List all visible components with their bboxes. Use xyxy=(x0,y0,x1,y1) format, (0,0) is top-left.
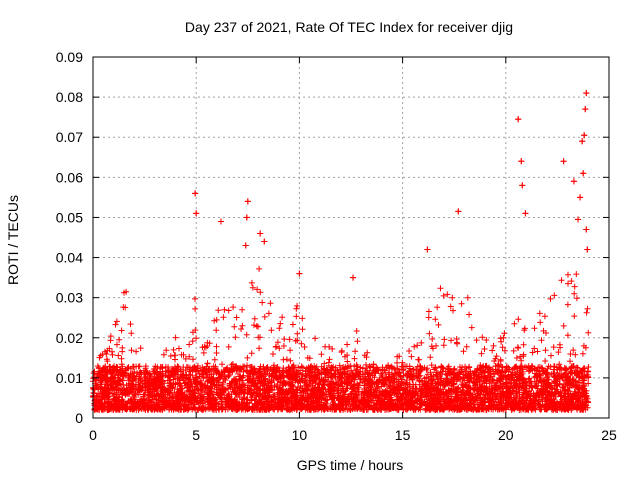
roti-outlier-point xyxy=(515,116,522,123)
x-tick-label: 10 xyxy=(292,427,308,443)
y-tick-label: 0.03 xyxy=(56,290,83,306)
y-tick-label: 0 xyxy=(75,410,83,426)
y-tick-label: 0.08 xyxy=(56,89,83,105)
roti-outlier-point xyxy=(575,216,582,223)
y-axis-label: ROTI / TECUs xyxy=(5,195,21,285)
roti-outlier-point xyxy=(519,182,526,189)
x-tick-label: 25 xyxy=(601,427,617,443)
data-points xyxy=(90,90,592,413)
roti-outlier-point xyxy=(583,226,590,233)
x-axis-label: GPS time / hours xyxy=(297,457,404,473)
roti-outlier-point xyxy=(261,238,268,245)
roti-outlier-point xyxy=(455,208,462,215)
roti-outlier-point xyxy=(257,230,264,237)
roti-outlier-point xyxy=(560,158,567,165)
roti-outlier-point xyxy=(522,210,529,217)
roti-outlier-point xyxy=(581,132,588,139)
x-tick-label: 0 xyxy=(89,427,97,443)
y-tick-label: 0.04 xyxy=(56,250,83,266)
roti-outlier-point xyxy=(424,246,431,253)
y-axis-ticks: 0 0.01 0.02 0.03 0.04 0.05 0.06 0.07 0.08 0.09 xyxy=(56,49,609,426)
roti-outlier-point xyxy=(584,246,591,253)
y-tick-label: 0.05 xyxy=(56,209,83,225)
roti-outlier-point xyxy=(579,138,586,145)
roti-outlier-point xyxy=(242,242,249,249)
y-tick-label: 0.01 xyxy=(56,370,83,386)
roti-outlier-point xyxy=(582,106,589,113)
chart-title: Day 237 of 2021, Rate Of TEC Index for r… xyxy=(185,19,513,35)
roti-outlier-point xyxy=(583,90,590,97)
roti-series-markers xyxy=(90,90,592,413)
roti-outlier-point xyxy=(217,218,224,225)
y-tick-label: 0.07 xyxy=(56,129,83,145)
x-tick-label: 5 xyxy=(192,427,200,443)
roti-outlier-point xyxy=(350,274,357,281)
y-tick-label: 0.06 xyxy=(56,169,83,185)
roti-outlier-point xyxy=(580,170,587,177)
roti-outlier-point xyxy=(243,214,250,221)
roti-outlier-point xyxy=(193,210,200,217)
y-tick-label: 0.09 xyxy=(56,49,83,65)
x-tick-label: 20 xyxy=(498,427,514,443)
plot-frame xyxy=(92,56,610,419)
roti-outlier-point xyxy=(244,198,251,205)
roti-outlier-point xyxy=(577,194,584,201)
y-tick-label: 0.02 xyxy=(56,330,83,346)
x-axis-ticks: 0 5 10 15 20 25 xyxy=(89,57,617,443)
roti-outlier-point xyxy=(518,158,525,165)
roti-outlier-point xyxy=(296,270,303,277)
x-tick-label: 15 xyxy=(395,427,411,443)
roti-outlier-point xyxy=(570,178,577,185)
roti-outlier-point xyxy=(192,190,199,197)
